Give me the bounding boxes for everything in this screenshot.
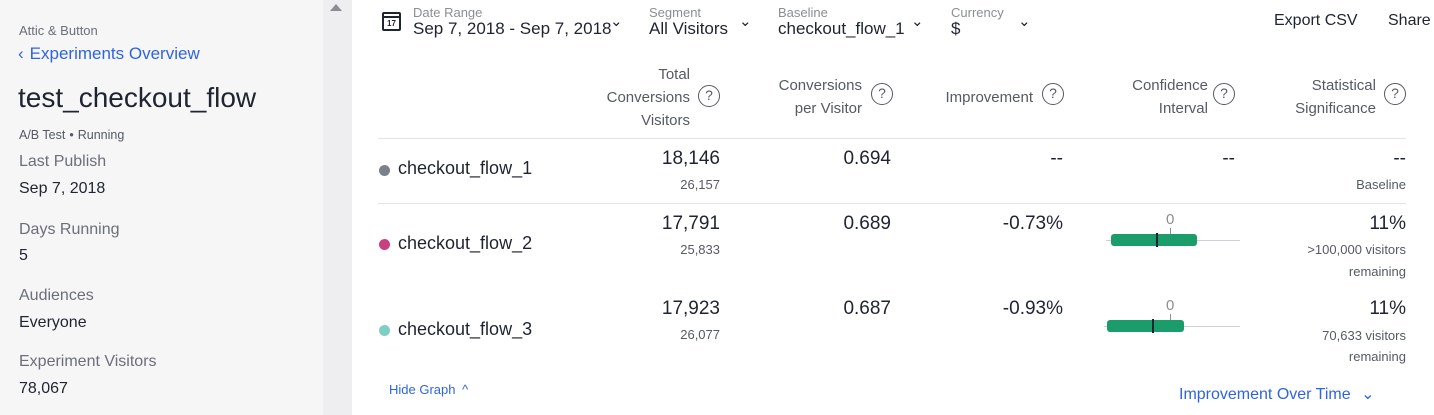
- last-publish-value: Sep 7, 2018: [19, 180, 106, 197]
- ci-zero-label: 0: [1166, 297, 1175, 314]
- audiences-value: Everyone: [19, 314, 87, 331]
- chevron-down-icon[interactable]: ⌄: [610, 13, 623, 30]
- export-csv-button[interactable]: Export CSV: [1274, 12, 1358, 29]
- variation-name: checkout_flow_2: [398, 233, 533, 253]
- header-statistical-significance: Statistical Significance: [1295, 77, 1376, 117]
- ci-midpoint: [1152, 319, 1154, 333]
- currency-dropdown[interactable]: Currency $: [951, 6, 1004, 38]
- share-button[interactable]: Share: [1388, 12, 1431, 29]
- ci-bar: [1111, 234, 1197, 246]
- variation-name: checkout_flow_3: [398, 319, 533, 339]
- variation-name: checkout_flow_1: [398, 158, 533, 178]
- improvement-over-time-dropdown[interactable]: Improvement Over Time ⌄: [1179, 384, 1374, 404]
- header-divider: [378, 138, 1406, 139]
- variation-color-dot: [379, 165, 390, 176]
- significance-note: remaining: [1348, 349, 1406, 364]
- toolbar: 17 Date Range Sep 7, 2018 - Sep 7, 2018 …: [352, 0, 1434, 48]
- header-conversions-per-visitor: Conversions per Visitor: [778, 77, 862, 117]
- chevron-up-icon: ^: [462, 382, 469, 397]
- experiment-status: Running: [77, 128, 125, 142]
- baseline-value: checkout_flow_1: [778, 19, 905, 38]
- chevron-down-icon[interactable]: ⌄: [911, 13, 924, 30]
- hide-graph-link[interactable]: Hide Graph ^: [389, 382, 468, 397]
- visitors-value: 25,833: [680, 242, 720, 257]
- variation-color-dot: [379, 239, 390, 250]
- experiment-type: A/B Test: [19, 128, 66, 142]
- segment-dropdown[interactable]: Segment All Visitors: [649, 6, 728, 38]
- audiences-label: Audiences: [19, 287, 94, 304]
- help-icon[interactable]: ?: [1384, 83, 1406, 105]
- cpv-value: 0.687: [843, 298, 891, 319]
- chevron-left-icon: ‹: [18, 44, 24, 63]
- ci-midpoint: [1156, 233, 1158, 247]
- confidence-interval-value: --: [1222, 148, 1235, 169]
- significance-value: --: [1393, 148, 1406, 169]
- segment-value: All Visitors: [649, 19, 729, 38]
- help-icon[interactable]: ?: [1213, 83, 1235, 105]
- scroll-up-arrow-icon[interactable]: [330, 4, 342, 11]
- significance-note: >100,000 visitors: [1307, 242, 1406, 257]
- chevron-down-icon: ⌄: [1361, 386, 1375, 403]
- significance-note: remaining: [1348, 264, 1406, 279]
- sidebar: Attic & Button ‹ Experiments Overview tes…: [0, 0, 323, 415]
- improvement-value: -0.73%: [1002, 213, 1063, 234]
- experiment-visitors-label: Experiment Visitors: [19, 353, 157, 370]
- ci-zero-label: 0: [1166, 211, 1175, 228]
- header-improvement: Improvement: [945, 89, 1033, 106]
- days-running-value: 5: [19, 247, 28, 264]
- ci-zero-line: [1170, 314, 1171, 324]
- currency-value: $: [951, 19, 961, 38]
- visitors-value: 26,157: [680, 177, 720, 192]
- significance-note: 70,633 visitors: [1322, 328, 1406, 343]
- improvement-value: --: [1050, 148, 1063, 169]
- cpv-value: 0.694: [843, 148, 891, 169]
- back-link-experiments-overview[interactable]: ‹ Experiments Overview: [18, 44, 200, 64]
- significance-note: Baseline: [1356, 177, 1406, 192]
- chevron-down-icon[interactable]: ⌄: [739, 13, 752, 30]
- calendar-icon: 17: [382, 12, 401, 31]
- date-range-label: Date Range: [413, 5, 483, 20]
- help-icon[interactable]: ?: [698, 85, 720, 107]
- ci-zero-line: [1170, 228, 1171, 238]
- header-total-conversions: Total Conversions Visitors: [606, 66, 690, 129]
- row-divider: [378, 203, 1406, 204]
- help-icon[interactable]: ?: [871, 83, 893, 105]
- improvement-over-time-label: Improvement Over Time: [1179, 386, 1351, 403]
- help-icon[interactable]: ?: [1042, 83, 1064, 105]
- experiment-title: test_checkout_flow: [18, 82, 257, 113]
- hide-graph-label: Hide Graph: [389, 382, 456, 397]
- header-confidence-interval: Confidence Interval: [1132, 77, 1208, 117]
- last-publish-label: Last Publish: [19, 153, 107, 170]
- days-running-label: Days Running: [19, 221, 120, 238]
- segment-label: Segment: [649, 5, 702, 20]
- conversions-value: 17,791: [661, 213, 720, 234]
- variation-color-dot: [379, 325, 390, 336]
- conversions-value: 18,146: [661, 148, 720, 169]
- ci-bar: [1107, 320, 1184, 332]
- currency-label: Currency: [951, 5, 1004, 20]
- scrollbar-track[interactable]: [323, 0, 352, 415]
- cpv-value: 0.689: [843, 213, 891, 234]
- baseline-label: Baseline: [778, 5, 828, 20]
- visitors-value: 26,077: [680, 327, 720, 342]
- date-range-picker[interactable]: Date Range Sep 7, 2018 - Sep 7, 2018: [413, 6, 612, 38]
- breadcrumb: Attic & Button: [19, 23, 98, 38]
- experiment-meta: A/B Test • Running: [19, 128, 124, 142]
- baseline-dropdown[interactable]: Baseline checkout_flow_1: [778, 6, 905, 38]
- significance-value: 11%: [1369, 213, 1406, 234]
- improvement-value: -0.93%: [1002, 298, 1063, 319]
- significance-value: 11%: [1369, 298, 1406, 319]
- experiment-visitors-value: 78,067: [19, 380, 68, 397]
- back-link-label: Experiments Overview: [29, 44, 200, 63]
- date-range-value: Sep 7, 2018 - Sep 7, 2018: [413, 19, 612, 38]
- conversions-value: 17,923: [661, 298, 720, 319]
- separator-dot: •: [69, 128, 74, 142]
- chevron-down-icon[interactable]: ⌄: [1018, 13, 1031, 30]
